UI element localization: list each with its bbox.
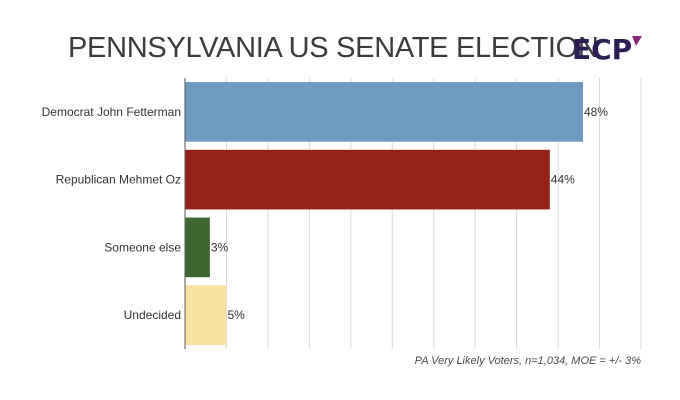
category-label: Undecided [124, 308, 181, 322]
value-label: 44% [551, 173, 575, 187]
category-label: Republican Mehmet Oz [56, 173, 181, 187]
bar-3 [185, 285, 227, 345]
value-label: 48% [584, 105, 608, 119]
category-label: Democrat John Fetterman [42, 105, 181, 119]
logo-accent-icon [632, 36, 642, 46]
sample-footnote: PA Very Likely Voters, n=1,034, MOE = +/… [414, 355, 641, 367]
bar-2 [185, 217, 210, 278]
category-label: Someone else [104, 240, 181, 254]
logo-text: ECP [572, 33, 632, 66]
ecp-logo: ECP [572, 33, 642, 66]
bars [185, 82, 583, 345]
bar-0 [185, 82, 583, 142]
value-label: 3% [211, 240, 229, 254]
bar-1 [185, 149, 550, 210]
value-label: 5% [227, 308, 245, 322]
labels: Democrat John Fetterman 48% Republican Meh… [42, 105, 609, 322]
chart-title: PENNSYLVANIA US SENATE ELECTION [68, 32, 599, 64]
